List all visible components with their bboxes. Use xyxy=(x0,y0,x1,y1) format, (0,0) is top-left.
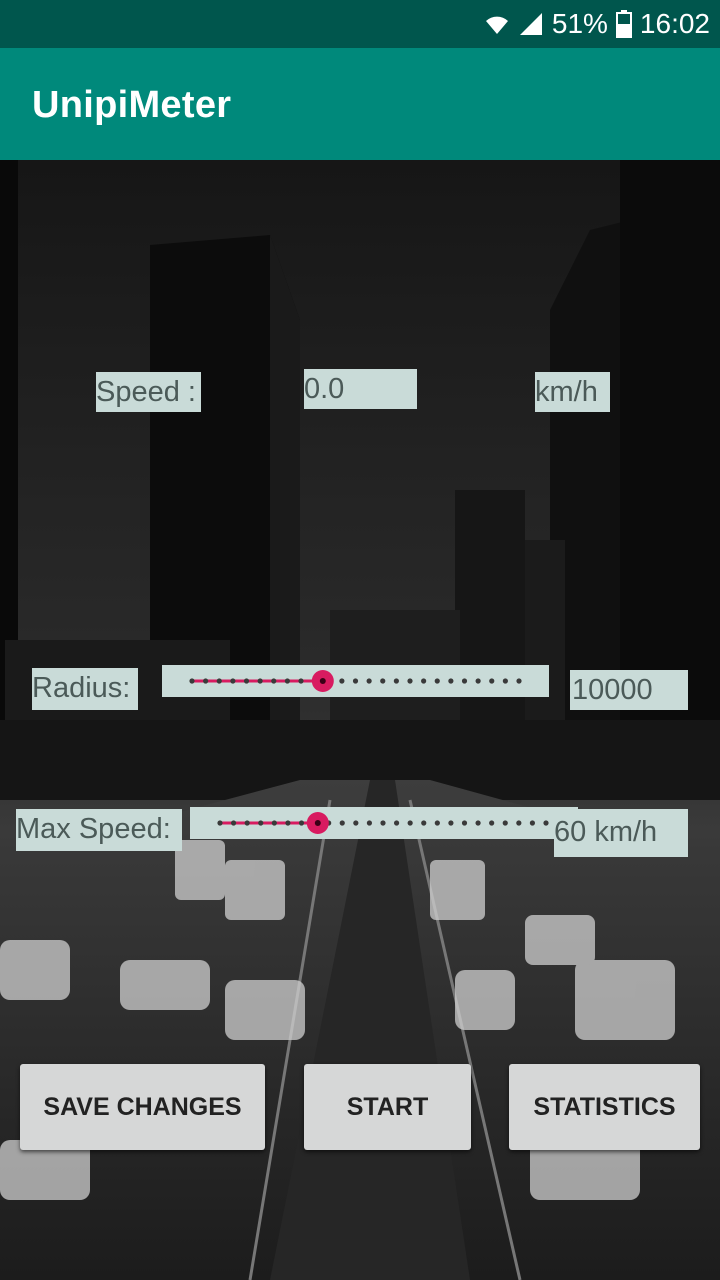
slider-tick xyxy=(502,678,508,684)
slider-tick xyxy=(475,678,481,684)
slider-tick xyxy=(489,678,495,684)
max-speed-value-field[interactable]: 60 km/h xyxy=(554,809,688,857)
battery-icon xyxy=(615,10,632,38)
radius-slider-graphic xyxy=(189,670,522,692)
slider-tick xyxy=(203,678,209,684)
slider-tick xyxy=(502,820,508,826)
slider-tick xyxy=(421,820,427,826)
radius-label: Radius: xyxy=(32,668,138,710)
slider-tick xyxy=(380,678,386,684)
slider-tick xyxy=(353,820,359,826)
slider-tick xyxy=(189,678,195,684)
max-speed-slider[interactable] xyxy=(190,807,578,839)
status-icons: 51% 16:02 xyxy=(484,0,710,48)
slider-tick xyxy=(529,820,536,826)
slider-tick xyxy=(230,820,237,826)
radius-value-field[interactable]: 10000 xyxy=(570,670,688,710)
slider-tick xyxy=(298,820,305,826)
slider-tick xyxy=(448,820,454,826)
slider-tick xyxy=(393,678,399,684)
slider-tick xyxy=(258,820,264,826)
slider-tick xyxy=(407,678,413,684)
slider-tick xyxy=(380,820,386,826)
slider-tick xyxy=(461,820,468,826)
slider-tick xyxy=(543,820,549,826)
slider-tick xyxy=(271,678,277,684)
slider-tick xyxy=(516,820,522,826)
slider-tick xyxy=(257,678,263,684)
statistics-button[interactable]: STATISTICS xyxy=(509,1064,700,1150)
slider-tick xyxy=(244,820,250,826)
app-title: UnipiMeter xyxy=(32,84,232,126)
slider-tick xyxy=(475,820,481,826)
slider-thumb-center xyxy=(319,678,326,684)
slider-thumb-center xyxy=(314,820,321,826)
slider-tick xyxy=(285,820,291,826)
max-speed-label: Max Speed: xyxy=(16,809,182,851)
speed-value: 0.0 xyxy=(304,369,417,409)
slider-tick xyxy=(284,678,290,684)
slider-tick xyxy=(434,678,440,684)
app-bar: UnipiMeter xyxy=(0,48,720,160)
status-bar: 51% 16:02 xyxy=(0,0,720,48)
slider-tick xyxy=(216,678,222,684)
speed-label: Speed : xyxy=(96,372,201,412)
start-button[interactable]: START xyxy=(304,1064,471,1150)
slider-tick xyxy=(217,820,223,826)
clock: 16:02 xyxy=(639,8,710,39)
max-speed-slider-graphic xyxy=(217,812,549,834)
slider-tick xyxy=(393,820,400,826)
speed-unit: km/h xyxy=(535,372,610,412)
slider-tick xyxy=(298,678,304,684)
slider-tick xyxy=(243,678,250,684)
slider-tick xyxy=(271,820,277,826)
wifi-icon xyxy=(484,11,510,37)
slider-tick xyxy=(434,820,440,826)
slider-tick xyxy=(366,820,373,826)
slider-tick xyxy=(489,820,495,826)
signal-icon xyxy=(518,11,544,37)
slider-tick xyxy=(230,678,236,684)
slider-tick xyxy=(448,678,454,684)
slider-tick xyxy=(421,678,427,684)
slider-tick xyxy=(461,678,468,684)
slider-tick xyxy=(366,678,372,684)
slider-tick xyxy=(339,678,345,684)
slider-tick xyxy=(407,820,413,826)
radius-slider[interactable] xyxy=(162,665,549,697)
save-changes-button[interactable]: SAVE CHANGES xyxy=(20,1064,265,1150)
slider-tick xyxy=(516,678,522,684)
battery-percent: 51% xyxy=(551,8,608,39)
slider-tick xyxy=(352,678,359,684)
slider-tick xyxy=(339,820,345,826)
